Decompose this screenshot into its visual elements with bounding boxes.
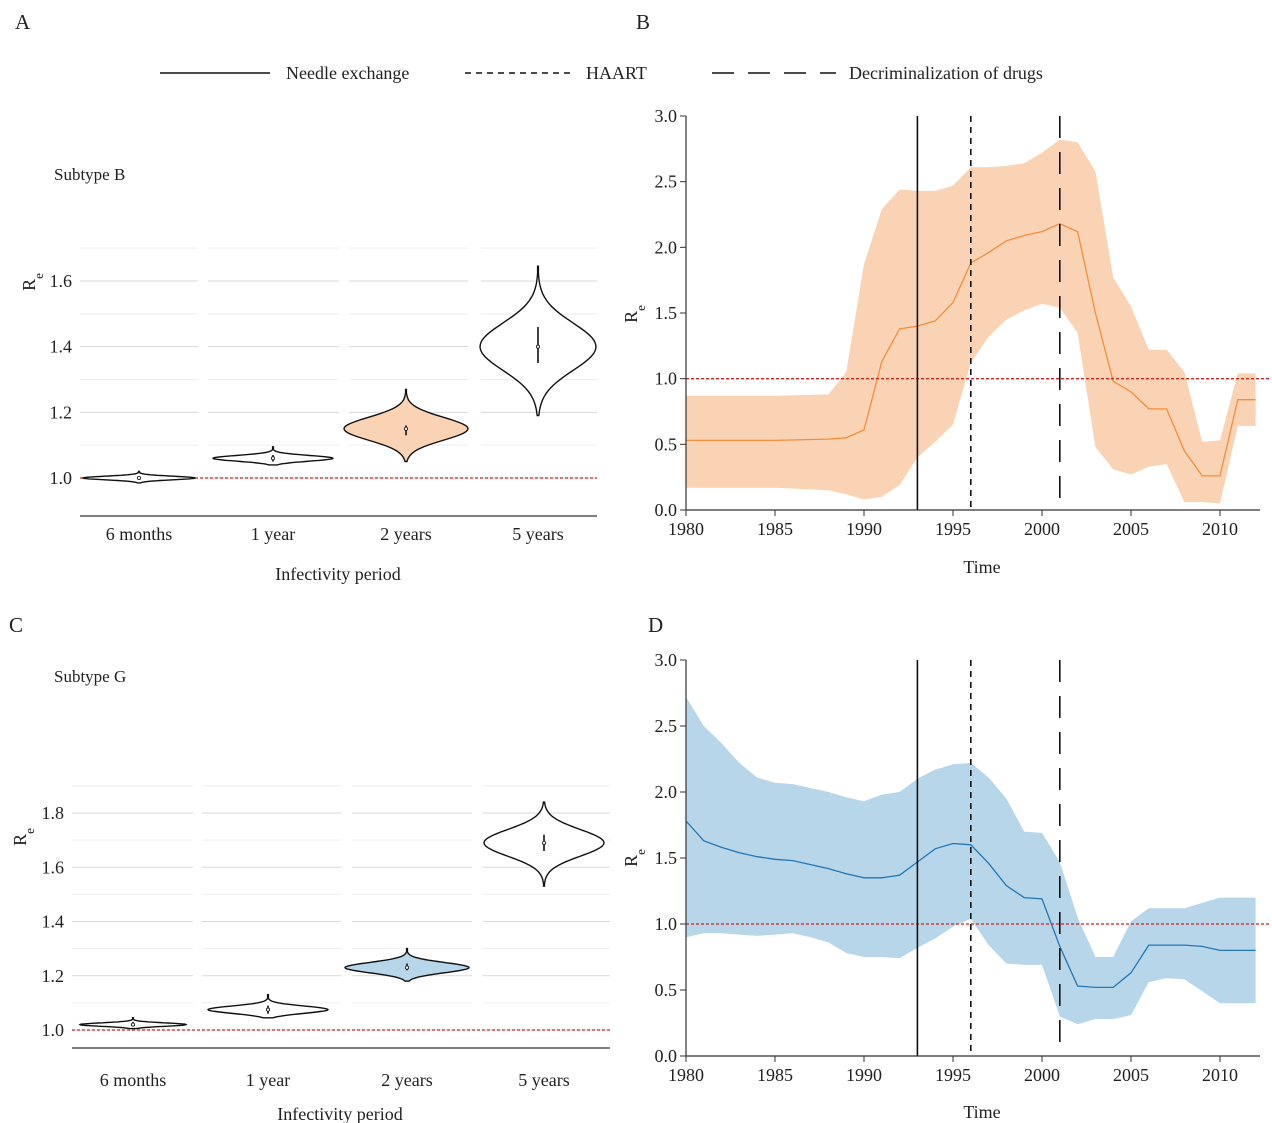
y-axis-label: Re [10, 828, 37, 846]
x-tick-label: 2010 [1202, 519, 1238, 539]
legend-label: Decriminalization of drugs [849, 63, 1043, 83]
x-tick-label: 2 years [380, 524, 431, 544]
y-tick-label: 0.0 [655, 1046, 678, 1066]
y-axis-label-main: R [19, 279, 39, 291]
panel-letter-b: B [636, 10, 650, 34]
y-axis-label-subscript: e [633, 849, 648, 855]
y-axis-label: Re [621, 305, 648, 323]
panel-letter-c: C [9, 613, 23, 637]
x-tick-label: 1980 [668, 1065, 704, 1085]
y-tick-label: 2.5 [655, 172, 678, 192]
y-tick-label: 3.0 [655, 106, 678, 126]
violin [344, 947, 470, 982]
x-tick-label: 2 years [381, 1070, 432, 1090]
panel-letter-d: D [648, 613, 663, 637]
y-axis-label: Re [19, 273, 46, 291]
x-tick-label: 1985 [757, 519, 793, 539]
violin-median [270, 456, 275, 461]
violin-median [404, 965, 409, 970]
violin-median [403, 426, 408, 431]
violin [78, 1017, 188, 1030]
x-tick-label: 6 months [100, 1070, 167, 1090]
panel-c: 1.0 1.2 1.4 1.6 1.8 6 months 1 year 2 years 5 ye… [10, 667, 610, 1123]
median-line [685, 820, 1256, 989]
x-tick-label: 2005 [1113, 1065, 1149, 1085]
x-tick-label: 2000 [1024, 1065, 1060, 1085]
violin [82, 470, 196, 484]
x-tick-label: 2000 [1024, 519, 1060, 539]
y-tick-label: 2.0 [655, 782, 678, 802]
panel-a: 1.0 1.2 1.4 1.6 6 months 1 year 2 years 5 years… [19, 165, 597, 584]
legend-item: Needle exchange [160, 63, 409, 83]
violin [483, 801, 605, 887]
x-axis-label: Time [963, 557, 1000, 577]
y-axis-label-main: R [621, 311, 641, 323]
y-axis-label-main: R [10, 834, 30, 846]
x-tick-label: 1995 [935, 1065, 971, 1085]
median-line [686, 222, 1256, 477]
legend-item: Decriminalization of drugs [712, 63, 1043, 83]
panel-d: 0.0 0.5 1.0 1.5 2.0 2.5 3.0 1980 1985 1990 1995 200… [621, 650, 1270, 1122]
y-tick-label: 1.0 [655, 369, 678, 389]
violin [343, 388, 469, 463]
x-tick-label: 6 months [106, 524, 173, 544]
x-axis-label: Infectivity period [275, 564, 400, 584]
violin [479, 265, 597, 417]
violin-median [136, 475, 141, 480]
y-tick-label: 2.0 [655, 237, 678, 257]
y-axis-label-main: R [621, 855, 641, 867]
violin-median [130, 1022, 135, 1027]
violin-median [536, 344, 541, 349]
panel-letter-a: A [15, 10, 31, 34]
subtype-label: Subtype G [54, 667, 126, 686]
y-tick-label: 0.5 [655, 434, 678, 454]
y-tick-label: 1.0 [655, 914, 678, 934]
x-tick-label: 5 years [518, 1070, 569, 1090]
y-tick-label: 0.5 [655, 980, 678, 1000]
violin [206, 994, 330, 1019]
y-tick-label: 1.2 [42, 966, 65, 986]
x-tick-label: 1990 [846, 519, 882, 539]
y-axis-label-subscript: e [22, 828, 37, 834]
y-tick-label: 1.5 [655, 303, 678, 323]
y-tick-label: 1.6 [42, 857, 65, 877]
x-tick-label: 1990 [846, 1065, 882, 1085]
x-tick-label: 5 years [512, 524, 563, 544]
y-tick-label: 2.5 [655, 716, 678, 736]
x-tick-label: 1980 [668, 519, 704, 539]
y-axis-label: Re [621, 849, 648, 867]
x-tick-label: 2005 [1113, 519, 1149, 539]
x-tick-label: 1 year [251, 524, 295, 544]
credible-interval-band [686, 139, 1256, 504]
legend-label: Needle exchange [286, 63, 409, 83]
subtype-label: Subtype B [54, 165, 125, 184]
x-tick-label: 1 year [246, 1070, 290, 1090]
x-tick-label: 2010 [1202, 1065, 1238, 1085]
legend: Needle exchange HAART Decriminalization of… [160, 63, 1043, 83]
y-tick-label: 1.2 [50, 402, 73, 422]
y-tick-label: 3.0 [655, 650, 678, 670]
x-axis-label: Infectivity period [277, 1104, 402, 1123]
y-tick-label: 1.4 [50, 337, 73, 357]
panel-b: 0.0 0.5 1.0 1.5 2.0 2.5 3.0 1980 1985 1990 1995 200… [621, 106, 1270, 577]
x-axis-label: Time [963, 1102, 1000, 1122]
y-tick-label: 1.6 [50, 271, 73, 291]
y-tick-label: 0.0 [655, 500, 678, 520]
legend-item: HAART [465, 63, 647, 83]
y-axis-label-subscript: e [31, 273, 46, 279]
violin-median [265, 1007, 270, 1012]
x-tick-label: 1995 [935, 519, 971, 539]
y-axis-label-subscript: e [633, 305, 648, 311]
legend-label: HAART [586, 63, 647, 83]
x-tick-label: 1985 [757, 1065, 793, 1085]
y-tick-label: 1.5 [655, 848, 678, 868]
y-tick-label: 1.0 [50, 468, 73, 488]
y-tick-label: 1.4 [42, 912, 65, 932]
violin [212, 446, 334, 466]
y-tick-label: 1.0 [42, 1020, 65, 1040]
violin-median [542, 840, 547, 845]
y-tick-label: 1.8 [42, 803, 65, 823]
